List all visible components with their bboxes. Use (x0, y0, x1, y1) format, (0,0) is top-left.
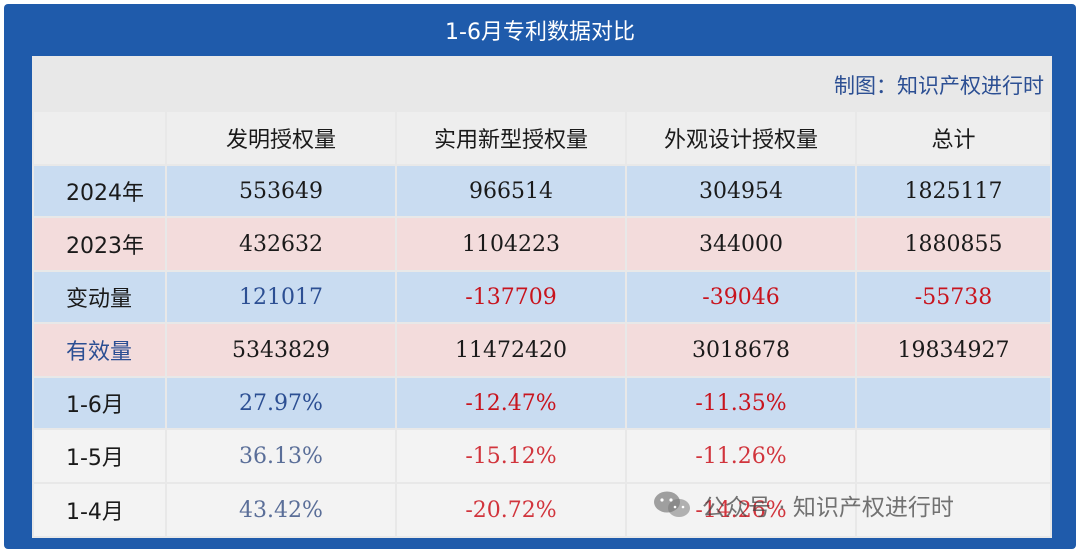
header-row: 发明授权量 实用新型授权量 外观设计授权量 总计 (32, 112, 1052, 164)
table-cell: -20.72% (397, 484, 625, 536)
table-row: 1-6月 27.97% -12.47% -11.35% (32, 378, 1052, 428)
table-cell: -55738 (857, 272, 1050, 322)
header-utility-model: 实用新型授权量 (397, 112, 625, 164)
table-cell: 43.42% (167, 484, 395, 536)
table-row: 变动量 121017 -137709 -39046 -55738 (32, 272, 1052, 322)
table-cell: 1880855 (857, 218, 1050, 270)
table-cell: 1104223 (397, 218, 625, 270)
table-cell: -12.47% (397, 378, 625, 428)
table-cell: -137709 (397, 272, 625, 322)
table-cell: 432632 (167, 218, 395, 270)
page-title: 1-6月专利数据对比 (445, 20, 635, 45)
row-label: 变动量 (34, 272, 165, 322)
row-label: 2024年 (34, 166, 165, 216)
table-row: 2024年 553649 966514 304954 1825117 (32, 166, 1052, 216)
header-design: 外观设计授权量 (627, 112, 855, 164)
table-row: 1-5月 36.13% -15.12% -11.26% (32, 430, 1052, 482)
header-invention: 发明授权量 (167, 112, 395, 164)
table-cell: 11472420 (397, 324, 625, 376)
table-cell: 27.97% (167, 378, 395, 428)
table-cell: 36.13% (167, 430, 395, 482)
data-table: 制图：知识产权进行时 发明授权量 实用新型授权量 外观设计授权量 总计 2024… (32, 56, 1052, 538)
header-total: 总计 (857, 112, 1050, 164)
row-label: 1-5月 (34, 430, 165, 482)
table-frame: 1-6月专利数据对比 制图：知识产权进行时 发明授权量 实用新型授权量 外观设计… (4, 4, 1076, 549)
table-cell: -15.12% (397, 430, 625, 482)
table-cell (857, 484, 1050, 536)
table-row: 2023年 432632 1104223 344000 1880855 (32, 218, 1052, 270)
header-empty-cell (34, 112, 165, 164)
table-cell: 344000 (627, 218, 855, 270)
table-cell: 1825117 (857, 166, 1050, 216)
table-cell: 553649 (167, 166, 395, 216)
table-cell (857, 378, 1050, 428)
row-label: 有效量 (34, 324, 165, 376)
table-row: 有效量 5343829 11472420 3018678 19834927 (32, 324, 1052, 376)
table-cell: -11.26% (627, 430, 855, 482)
table-cell: 121017 (167, 272, 395, 322)
table-row: 1-4月 43.42% -20.72% -14.26% (32, 484, 1052, 536)
credit-row: 制图：知识产权进行时 (32, 56, 1052, 112)
table-cell: 3018678 (627, 324, 855, 376)
table-cell: 5343829 (167, 324, 395, 376)
watermark: 公众号 · 知识产权进行时 (652, 488, 954, 522)
table-cell (857, 430, 1050, 482)
table-cell: -39046 (627, 272, 855, 322)
table-cell: 966514 (397, 166, 625, 216)
table-cell: 304954 (627, 166, 855, 216)
watermark-text: 公众号 · 知识产权进行时 (702, 495, 954, 521)
chart-credit: 制图：知识产权进行时 (834, 74, 1044, 98)
row-label: 1-4月 (34, 484, 165, 536)
table-cell: 19834927 (857, 324, 1050, 376)
wechat-icon (652, 489, 694, 521)
table-cell: -11.35% (627, 378, 855, 428)
row-label: 2023年 (34, 218, 165, 270)
row-label: 1-6月 (34, 378, 165, 428)
